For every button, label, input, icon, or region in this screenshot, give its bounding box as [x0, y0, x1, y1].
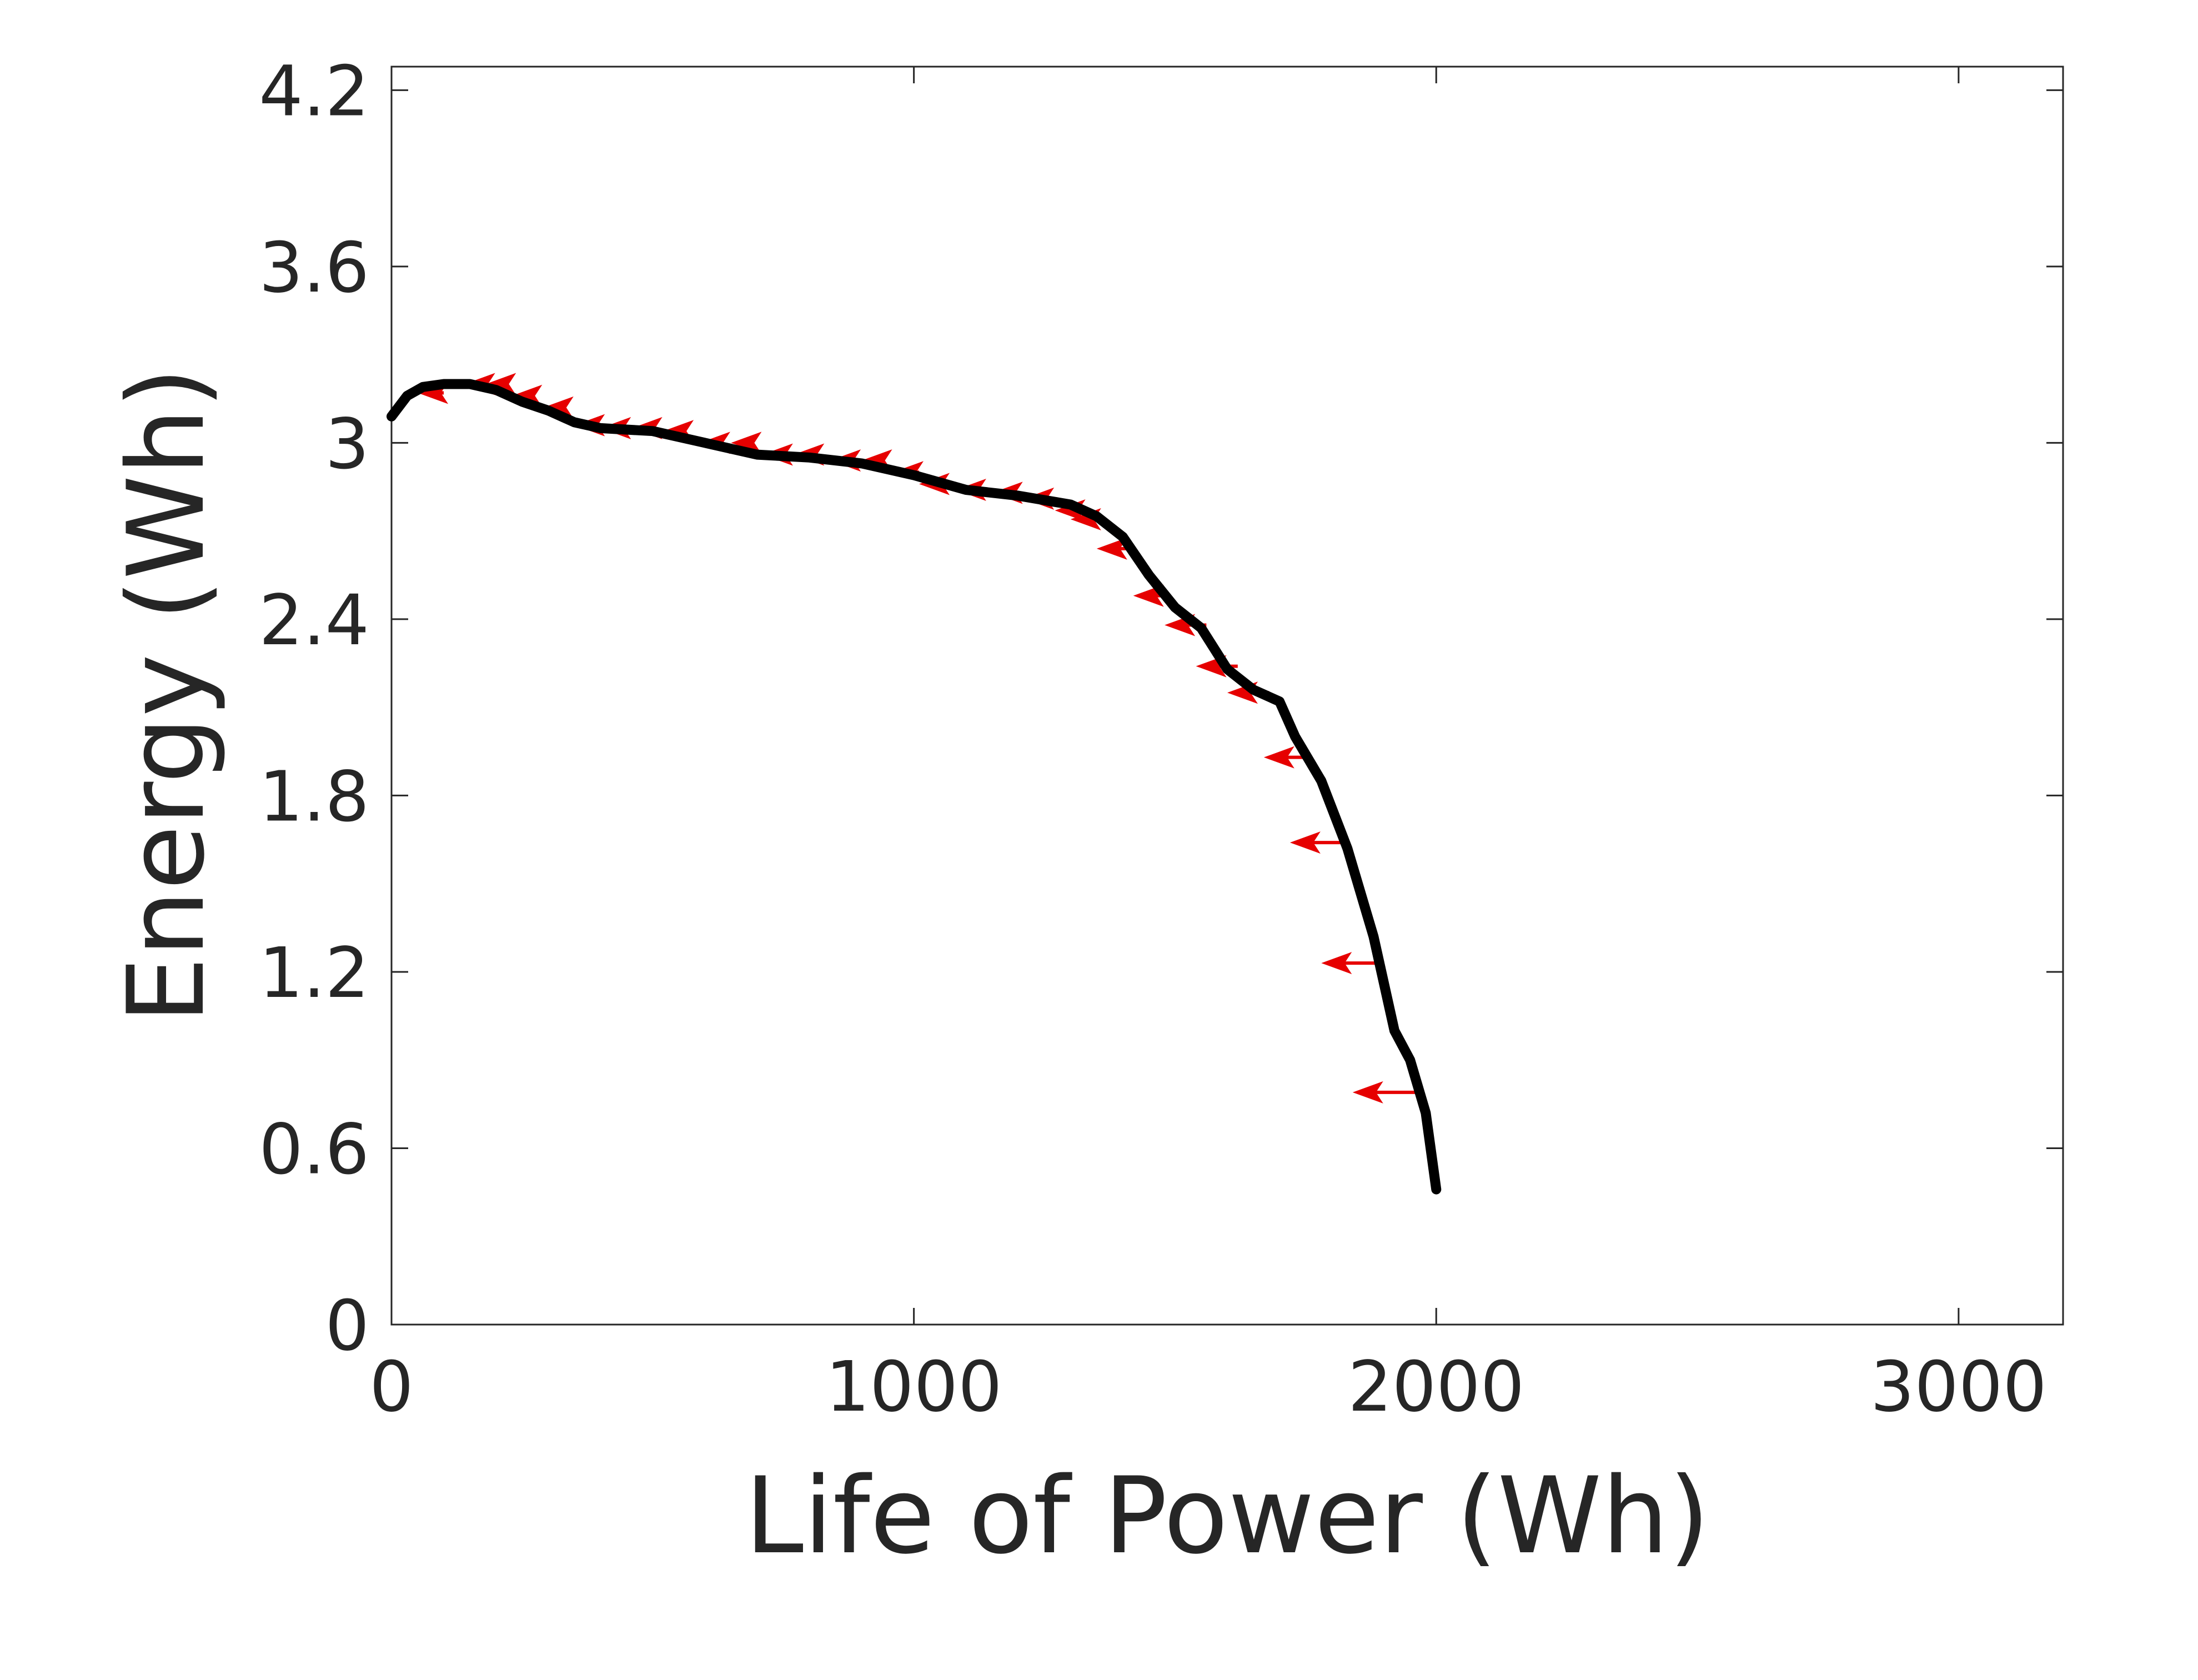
y-tick-labels: 0 0.6 1.2 1.8 2.4 3 3.6 4.2	[259, 51, 369, 1366]
tick-marks	[390, 67, 2063, 1326]
y-tick-label: 4.2	[259, 51, 369, 132]
x-tick-label: 1000	[826, 1347, 1002, 1427]
y-tick-label: 1.8	[259, 756, 369, 837]
plot-frame	[390, 66, 2064, 1326]
y-tick-label: 1.2	[259, 933, 369, 1014]
y-tick-label: 2.4	[259, 580, 369, 661]
predicted-arrows	[418, 373, 1416, 1104]
x-axis-label: Life of Power (Wh)	[745, 1455, 1710, 1577]
y-tick-label: 3	[325, 404, 369, 484]
x-tick-label: 2000	[1348, 1347, 1524, 1427]
y-tick-label: 3.6	[259, 228, 369, 308]
y-tick-label: 0.6	[259, 1109, 369, 1190]
measured-line	[387, 379, 1442, 1195]
x-tick-label: 3000	[1870, 1347, 2047, 1427]
prediction-arrow	[1352, 1081, 1416, 1104]
y-axis-label: Energy (Wh)	[105, 367, 228, 1024]
prediction-arrow	[731, 432, 762, 454]
prediction-arrow	[485, 373, 516, 395]
y-tick-label: 0	[325, 1286, 369, 1366]
x-tick-label: 0	[369, 1347, 414, 1427]
x-tick-labels: 0 1000 2000 3000	[369, 1347, 2047, 1427]
